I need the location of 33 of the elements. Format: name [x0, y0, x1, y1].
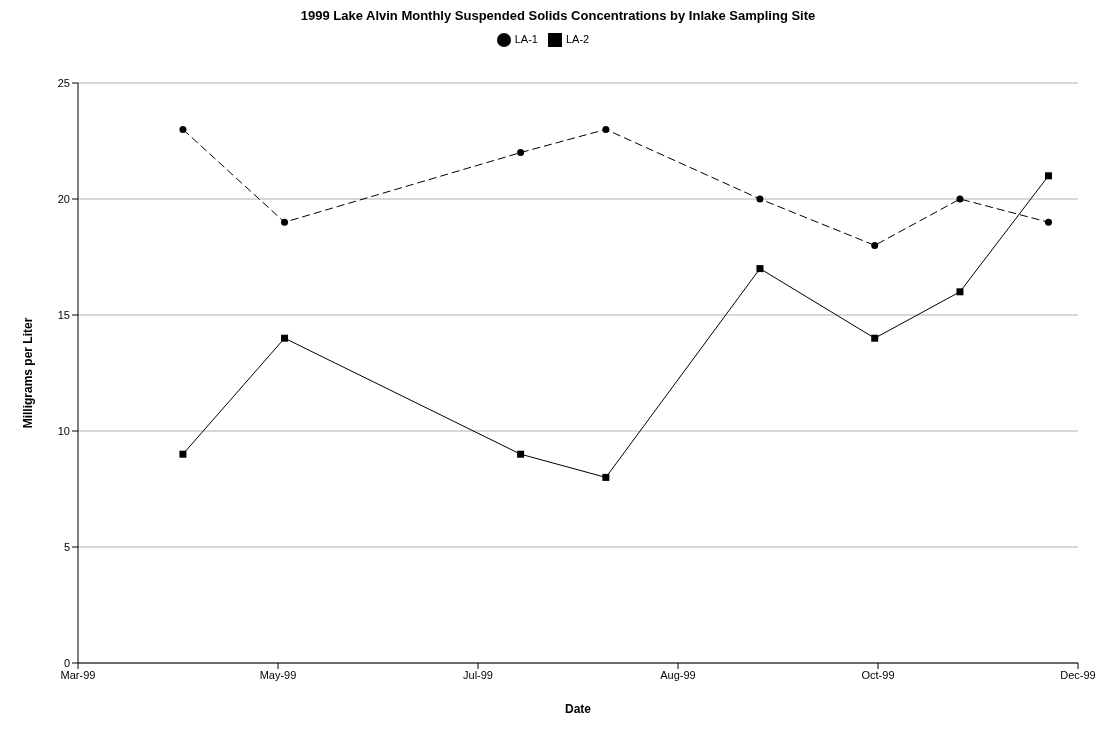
- x-tick-label: Mar-99: [60, 668, 96, 681]
- y-tick-label: 20: [57, 192, 70, 205]
- point: [956, 195, 964, 203]
- point: [1044, 218, 1052, 226]
- point: [956, 288, 964, 296]
- y-tick-label: 5: [63, 540, 70, 553]
- x-tick-label: Dec-99: [1060, 668, 1096, 681]
- point: [602, 125, 610, 133]
- x-tick-label: May-99: [259, 668, 297, 681]
- point: [756, 195, 764, 203]
- point: [871, 334, 879, 342]
- y-tick-label: 10: [57, 424, 70, 437]
- point: [281, 334, 289, 342]
- point: [179, 125, 187, 133]
- point: [517, 450, 525, 458]
- legend-label: LA-2: [566, 33, 590, 45]
- y-tick-label: 25: [57, 76, 70, 89]
- y-tick-label: 15: [57, 308, 70, 321]
- point: [602, 473, 610, 481]
- x-tick-label: Oct-99: [861, 668, 895, 681]
- legend-label: LA-1: [514, 33, 538, 45]
- point: [179, 450, 187, 458]
- point: [756, 265, 764, 273]
- x-axis-title: Date: [564, 702, 592, 716]
- y-axis-title: Milligrams per Liter: [21, 317, 36, 429]
- y-tick-label: 0: [63, 656, 70, 669]
- point: [281, 218, 289, 226]
- x-tick-label: Jul-99: [463, 668, 493, 681]
- chart-title: 1999 Lake Alvin Monthly Suspended Solids Concentrations by Inlake Sampling Site: [299, 8, 817, 23]
- point: [871, 241, 879, 249]
- point: [517, 149, 525, 157]
- x-tick-label: Aug-99: [660, 668, 696, 681]
- point: [1044, 172, 1052, 180]
